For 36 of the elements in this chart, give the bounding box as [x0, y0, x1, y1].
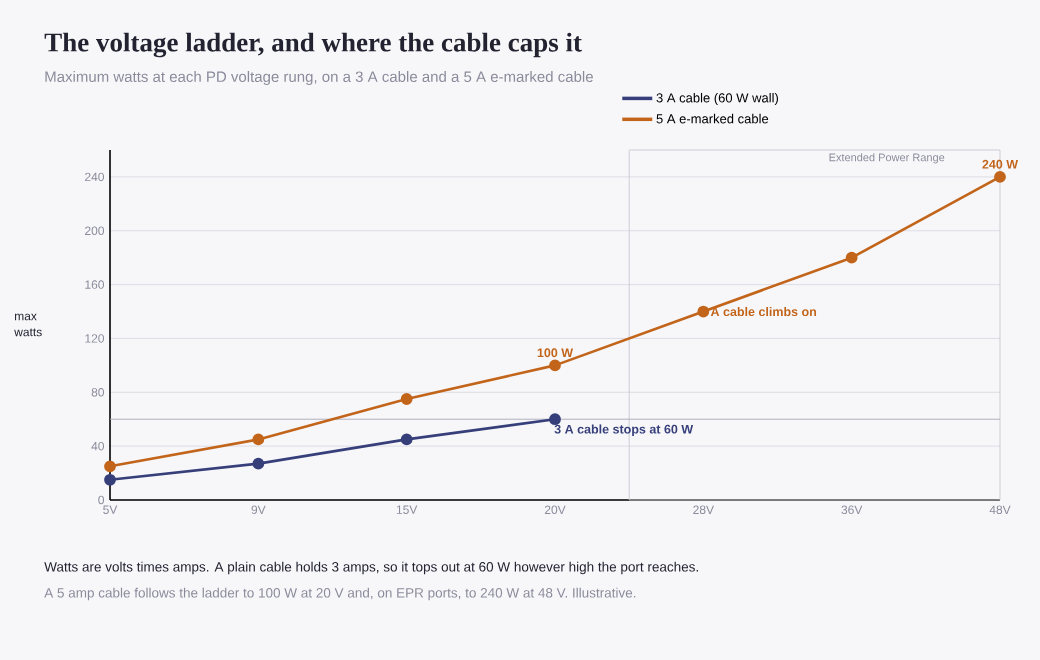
point [549, 359, 561, 372]
x-tick-label: 48V [989, 505, 1011, 515]
annotation: 3 A cable stops at 60 W [554, 424, 694, 437]
y-tick-label: 240 [85, 172, 105, 182]
annotation: 240 W [982, 159, 1019, 169]
point [994, 171, 1006, 183]
legend-label: 5 A e-marked cable [656, 113, 769, 124]
x-tick-label: 9V [251, 505, 266, 515]
point [400, 433, 413, 446]
point [252, 457, 265, 470]
annotation: Extended Power Range [829, 153, 945, 164]
y-tick-label: 120 [85, 334, 105, 343]
point [252, 433, 265, 446]
x-tick-label: 28V [693, 505, 714, 515]
chart-subtitle: Maximum watts at each PD voltage rung, on a 3 A cable and a 5 A e-marked cable [45, 71, 593, 85]
point [697, 305, 710, 318]
text: Watts are volts times amps. A plain cable holds 3 amps, so it tops out at 60 W however high the port reaches. [44, 561, 698, 575]
x-tick-label: 36V [841, 505, 863, 515]
x-tick-label: 20V [544, 505, 566, 515]
annotation: 100 W [537, 348, 574, 358]
x-tick-label: 15V [396, 505, 418, 514]
y-axis-title: max watts [14, 313, 42, 337]
x-tick-label: 5V [103, 505, 118, 514]
point [549, 413, 561, 426]
point [845, 251, 858, 264]
point [104, 460, 116, 473]
chart-title: The voltage ladder, and where the cable caps it [44, 32, 582, 58]
y-tick-label: 200 [85, 226, 105, 235]
y-tick-label: 0 [98, 495, 105, 505]
y-tick-label: 80 [91, 388, 105, 397]
point [104, 473, 116, 486]
y-tick-label: 40 [91, 441, 105, 451]
legend-label: 3 A cable (60 W wall) [656, 92, 779, 106]
point [400, 393, 413, 405]
text: A 5 amp cable follows the ladder to 100 W at 20 V and, on EPR ports, to 240 W at 48 V. Illustrative. [44, 587, 636, 601]
y-tick-label: 160 [85, 280, 105, 289]
